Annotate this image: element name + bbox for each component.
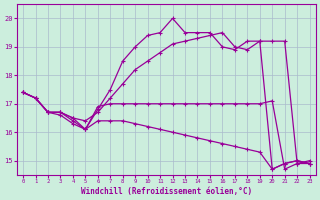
- X-axis label: Windchill (Refroidissement éolien,°C): Windchill (Refroidissement éolien,°C): [81, 187, 252, 196]
